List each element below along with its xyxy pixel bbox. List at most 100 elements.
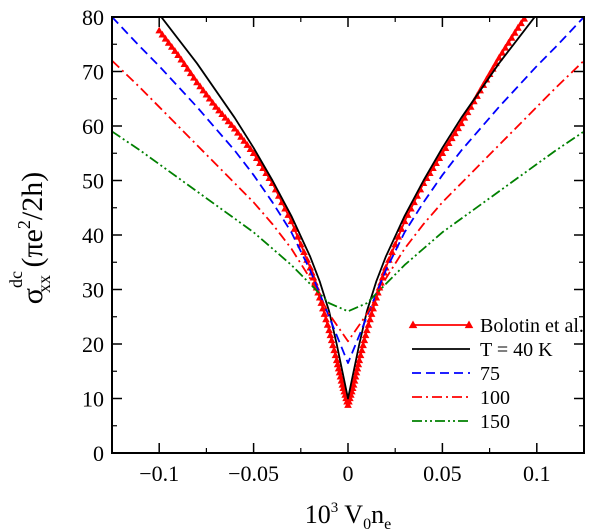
data-point [287, 217, 296, 225]
legend-label: 75 [480, 363, 500, 385]
data-point [463, 108, 472, 116]
data-point [240, 136, 248, 144]
data-point [507, 33, 516, 41]
data-point [249, 149, 258, 157]
data-point [360, 336, 369, 344]
data-point [284, 211, 293, 218]
legend-label: 150 [480, 411, 510, 433]
data-point [438, 149, 447, 157]
data-point [400, 217, 409, 225]
data-point [358, 346, 366, 354]
tick-labels: −0.1 −0.05 0 0.05 0.1 0 10 20 30 40 50 60 70 80 [82, 5, 551, 486]
legend-marker [408, 320, 418, 329]
y-tick-label: 70 [82, 60, 104, 85]
data-point [448, 134, 456, 142]
data-point [435, 154, 444, 162]
data-point [218, 110, 226, 117]
series-line [160, 17, 536, 400]
series-line [112, 59, 584, 343]
data-point [237, 132, 245, 140]
data-point [349, 380, 358, 388]
data-point [429, 164, 437, 172]
data-point [332, 356, 341, 364]
data-point [353, 364, 362, 372]
data-point [290, 225, 299, 232]
data-point [167, 42, 176, 50]
data-point [351, 372, 360, 380]
y-axis-title: σdc xx (πe2/2h) [6, 172, 54, 304]
data-point [352, 368, 361, 376]
data-point [183, 64, 192, 72]
data-point [361, 331, 370, 339]
data-point [370, 299, 379, 306]
data-point [174, 51, 182, 58]
data-point [180, 60, 189, 68]
data-point [451, 129, 459, 137]
data-point [334, 364, 343, 372]
x-tick-label: 0 [343, 461, 354, 486]
data-point [323, 320, 332, 328]
data-point [327, 336, 336, 344]
data-point [457, 119, 466, 127]
data-point [161, 34, 170, 42]
series-150 [112, 130, 584, 313]
data-point [432, 159, 440, 167]
x-tick-label: 0.1 [523, 461, 551, 486]
data-point [256, 159, 264, 167]
legend-label: Bolotin et al. [480, 315, 584, 337]
data-point [193, 78, 201, 86]
data-point [530, 1, 538, 8]
series-layer [112, 1, 584, 408]
data-point [364, 320, 373, 328]
y-tick-label: 20 [82, 332, 104, 357]
data-point [252, 154, 261, 162]
series-line [112, 17, 584, 364]
data-point [397, 225, 406, 232]
data-point [202, 90, 211, 98]
series-100 [112, 59, 584, 343]
x-axis-title: 103 V0ne [305, 500, 391, 532]
data-point [243, 141, 252, 148]
data-point [164, 38, 173, 46]
x-tick-label: 0.05 [423, 461, 462, 486]
data-point [403, 211, 412, 218]
data-point [224, 117, 233, 125]
data-point [205, 94, 214, 102]
data-point [300, 248, 308, 256]
data-point [369, 304, 377, 312]
data-point [498, 48, 506, 56]
data-point [354, 360, 363, 368]
data-point [259, 164, 267, 172]
x-tick-label: −0.05 [228, 461, 279, 486]
data-point [355, 356, 364, 364]
data-point [366, 315, 374, 323]
plot-frame [111, 16, 585, 454]
data-point [329, 341, 337, 349]
data-point [454, 124, 462, 132]
data-point [196, 82, 204, 90]
data-point [155, 26, 163, 34]
data-point [208, 98, 217, 106]
data-point [495, 53, 503, 61]
data-point [441, 144, 450, 152]
data-point [510, 28, 519, 36]
data-point [322, 315, 330, 323]
data-point [212, 102, 220, 110]
data-point [501, 43, 510, 51]
data-point [246, 145, 255, 152]
data-point [158, 30, 167, 38]
data-point [367, 310, 376, 317]
y-tick-label: 40 [82, 223, 104, 248]
data-point [359, 341, 367, 349]
data-point [330, 346, 338, 354]
data-point [306, 263, 315, 271]
x-tick-label: −0.1 [139, 461, 179, 486]
legend-label: 100 [480, 387, 510, 409]
data-point [215, 106, 223, 114]
series-t-40-k [160, 17, 536, 400]
data-point [407, 204, 415, 212]
data-point [186, 69, 195, 77]
data-point [444, 139, 453, 147]
